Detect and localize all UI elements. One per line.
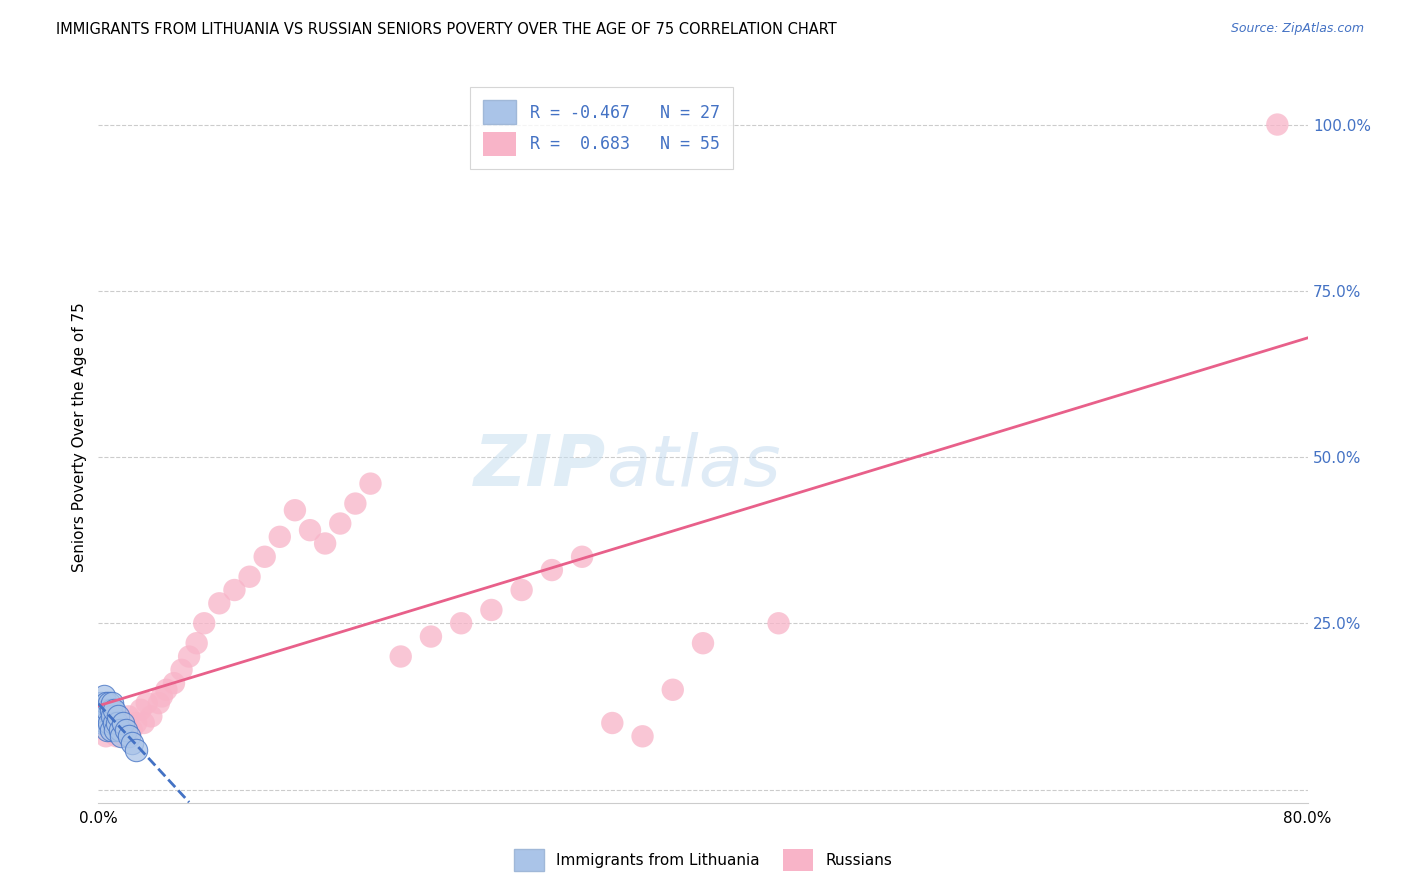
Text: Source: ZipAtlas.com: Source: ZipAtlas.com: [1230, 22, 1364, 36]
Point: [510, 582, 533, 597]
Point: [344, 497, 367, 511]
Point: [329, 516, 352, 531]
Point: [571, 549, 593, 564]
Point: [100, 723, 122, 737]
Point: [186, 636, 208, 650]
Point: [420, 630, 443, 644]
Point: [105, 729, 128, 743]
Point: [110, 716, 132, 731]
Point: [540, 563, 562, 577]
Point: [96, 723, 118, 737]
Point: [104, 723, 127, 737]
Point: [90, 696, 112, 710]
Point: [101, 716, 124, 731]
Point: [125, 742, 148, 756]
Point: [94, 716, 117, 731]
Point: [101, 696, 124, 710]
Point: [360, 476, 382, 491]
Point: [661, 682, 683, 697]
Point: [94, 696, 117, 710]
Point: [108, 709, 131, 723]
Point: [692, 636, 714, 650]
Text: atlas: atlas: [606, 432, 780, 500]
Point: [91, 703, 114, 717]
Point: [132, 716, 155, 731]
Point: [114, 723, 136, 737]
Point: [135, 696, 157, 710]
Point: [150, 690, 173, 704]
Point: [111, 723, 134, 737]
Y-axis label: Seniors Poverty Over the Age of 75: Seniors Poverty Over the Age of 75: [72, 302, 87, 572]
Point: [103, 716, 125, 731]
Text: IMMIGRANTS FROM LITHUANIA VS RUSSIAN SENIORS POVERTY OVER THE AGE OF 75 CORRELAT: IMMIGRANTS FROM LITHUANIA VS RUSSIAN SEN…: [56, 22, 837, 37]
Point: [284, 503, 307, 517]
Point: [112, 729, 135, 743]
Point: [103, 703, 125, 717]
Text: ZIP: ZIP: [474, 432, 606, 500]
Point: [121, 723, 143, 737]
Point: [94, 729, 117, 743]
Point: [1267, 118, 1289, 132]
Point: [98, 716, 121, 731]
Point: [208, 596, 231, 610]
Point: [111, 716, 134, 731]
Point: [107, 723, 129, 737]
Point: [155, 682, 177, 697]
Point: [253, 549, 276, 564]
Point: [103, 703, 125, 717]
Legend: R = -0.467   N = 27, R =  0.683   N = 55: R = -0.467 N = 27, R = 0.683 N = 55: [470, 87, 733, 169]
Point: [110, 729, 132, 743]
Point: [768, 616, 790, 631]
Point: [101, 709, 124, 723]
Point: [118, 709, 141, 723]
Legend: Immigrants from Lithuania, Russians: Immigrants from Lithuania, Russians: [505, 840, 901, 880]
Point: [114, 716, 136, 731]
Point: [299, 523, 322, 537]
Point: [93, 703, 115, 717]
Point: [98, 723, 121, 737]
Point: [108, 723, 131, 737]
Point: [163, 676, 186, 690]
Point: [100, 709, 122, 723]
Point: [631, 729, 654, 743]
Point: [105, 716, 128, 731]
Point: [269, 530, 291, 544]
Point: [314, 536, 336, 550]
Point: [121, 736, 143, 750]
Point: [100, 703, 122, 717]
Point: [224, 582, 246, 597]
Point: [481, 603, 503, 617]
Point: [602, 716, 624, 731]
Point: [148, 696, 170, 710]
Point: [129, 703, 152, 717]
Point: [107, 709, 129, 723]
Point: [141, 709, 163, 723]
Point: [96, 703, 118, 717]
Point: [93, 690, 115, 704]
Point: [91, 716, 114, 731]
Point: [125, 716, 148, 731]
Point: [170, 663, 193, 677]
Point: [93, 709, 115, 723]
Point: [450, 616, 472, 631]
Point: [98, 696, 121, 710]
Point: [389, 649, 412, 664]
Point: [118, 729, 141, 743]
Point: [239, 570, 262, 584]
Point: [193, 616, 215, 631]
Point: [96, 716, 118, 731]
Point: [179, 649, 201, 664]
Point: [104, 716, 127, 731]
Point: [91, 716, 114, 731]
